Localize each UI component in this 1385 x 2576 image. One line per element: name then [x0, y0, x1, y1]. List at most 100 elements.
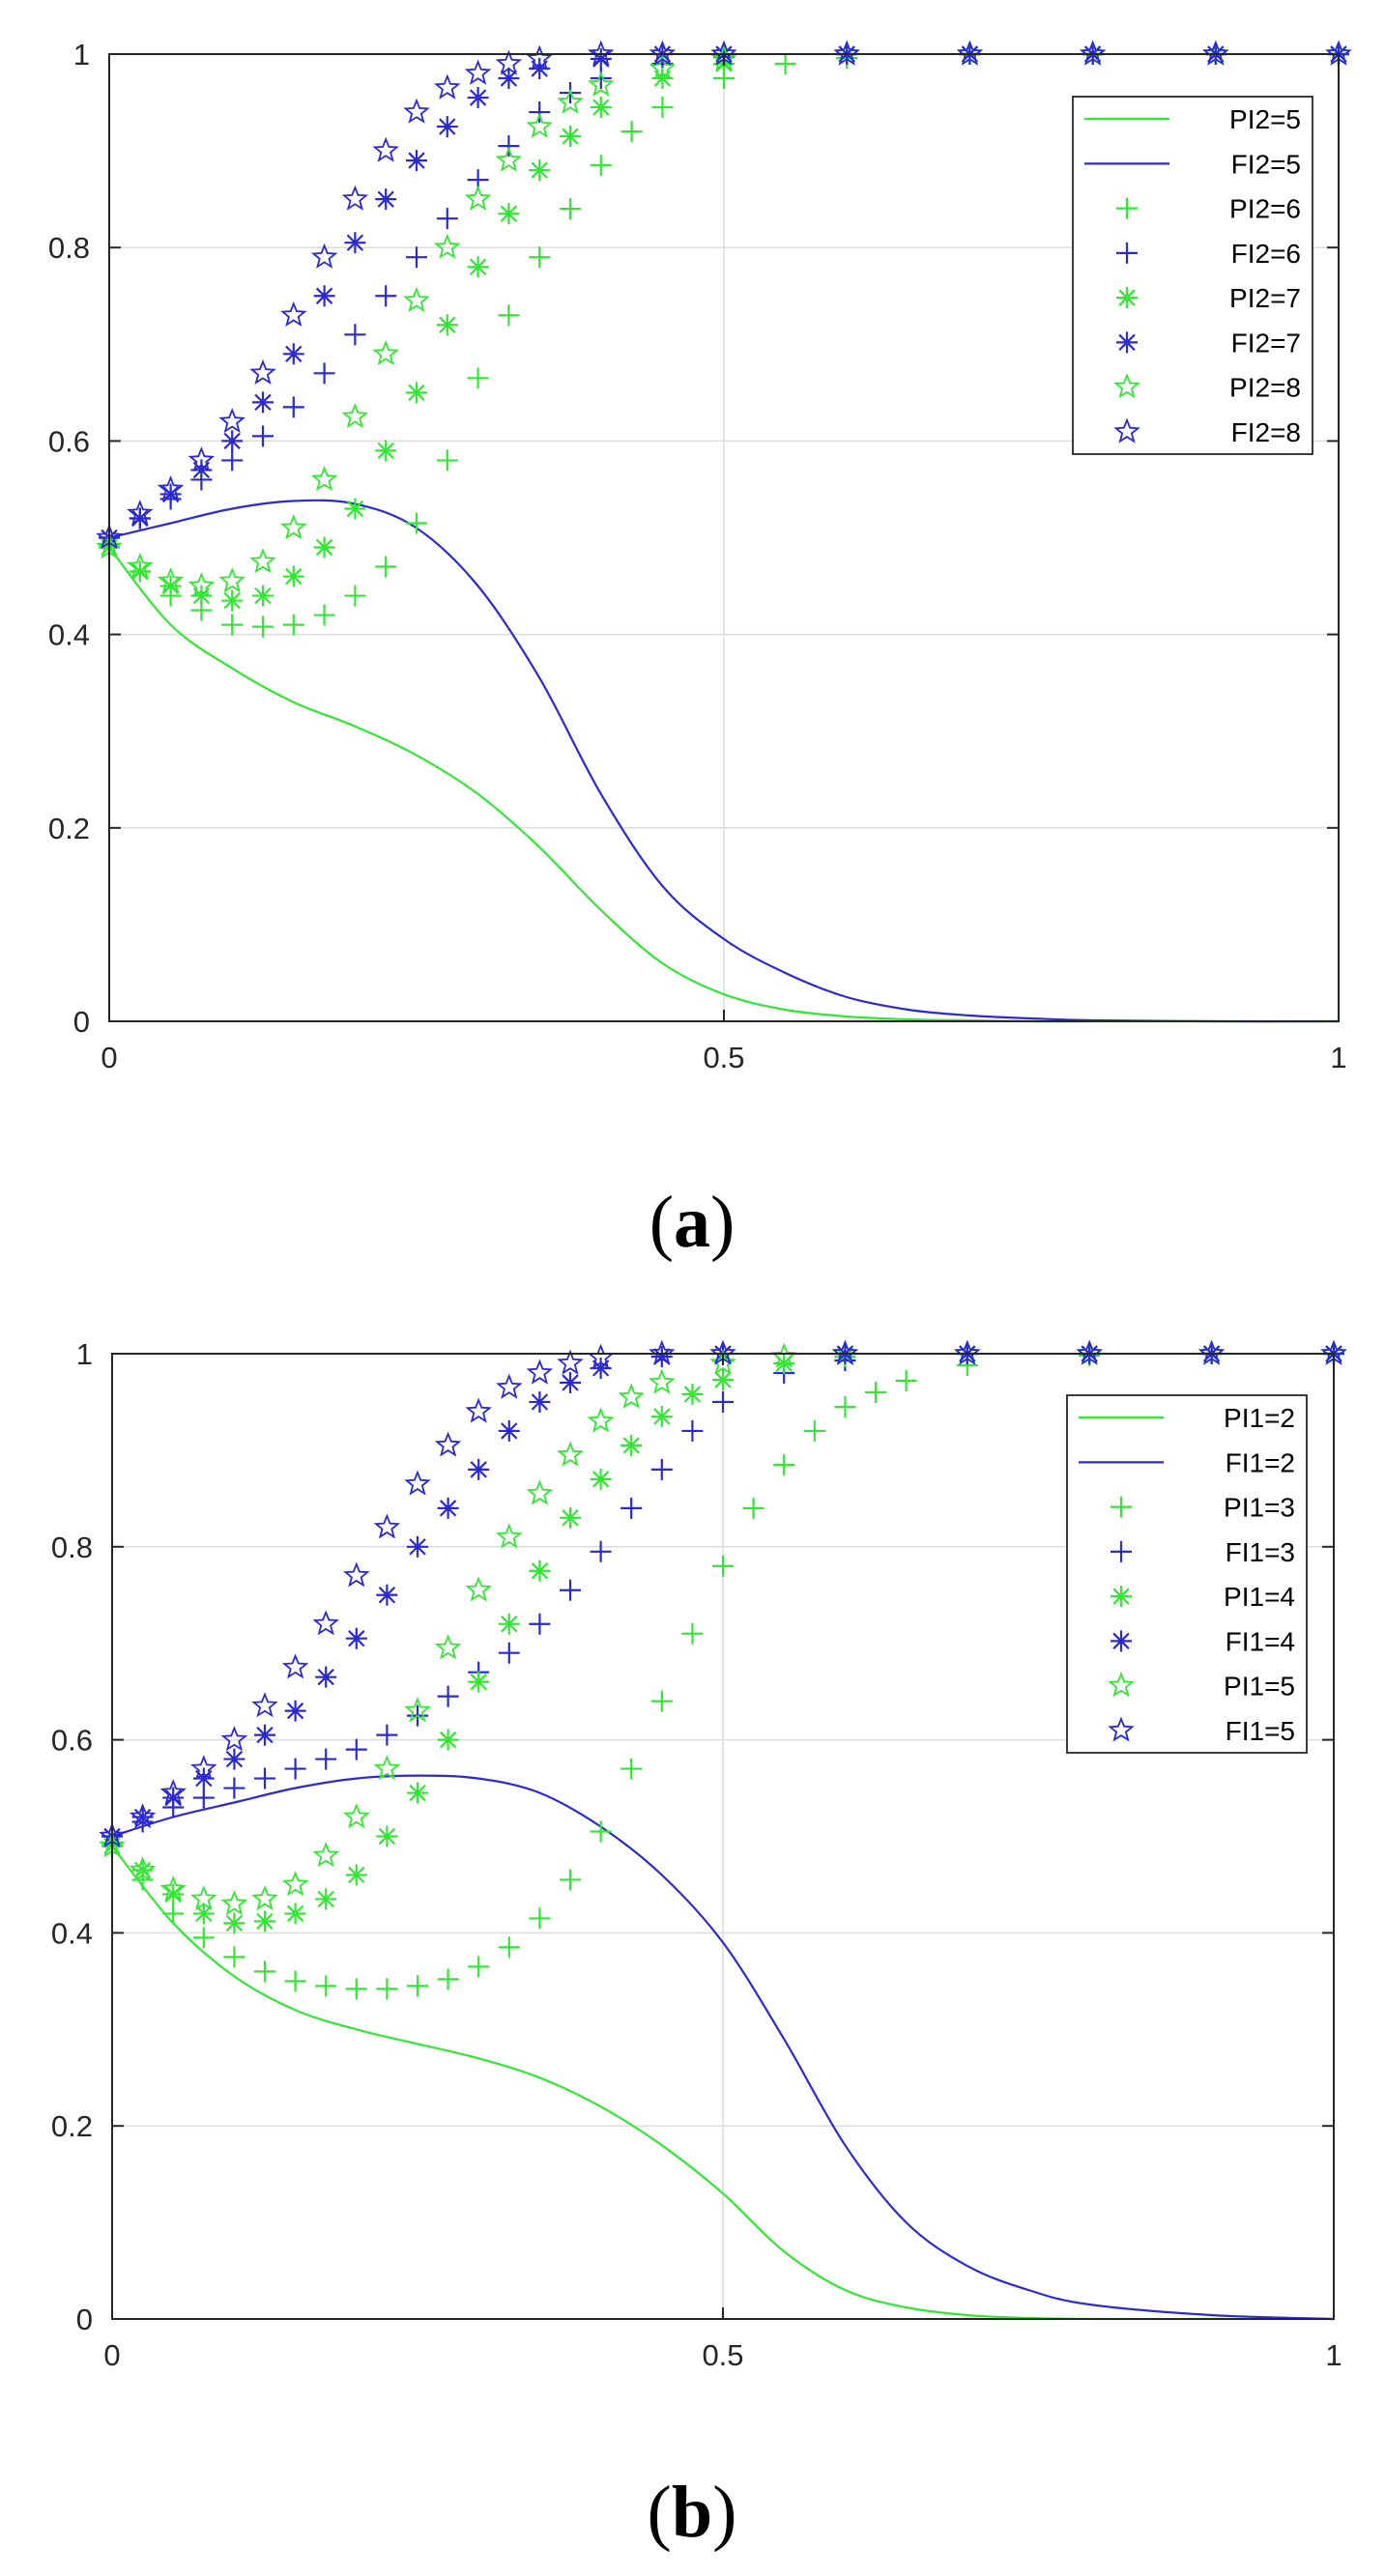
data-point [282, 396, 304, 418]
data-point [560, 1869, 581, 1891]
data-point [127, 553, 154, 579]
data-point [403, 286, 430, 313]
data-point [284, 1903, 306, 1925]
y-tick-label: 0.6 [51, 1724, 93, 1758]
data-point [498, 1642, 520, 1664]
data-point [436, 116, 458, 138]
data-point [188, 445, 216, 472]
data-point [590, 1357, 612, 1379]
data-point [157, 567, 185, 593]
data-point [649, 1339, 676, 1365]
data-point [498, 1936, 520, 1959]
legend-marker-swatch [1111, 1496, 1132, 1518]
data-point [681, 1383, 704, 1405]
data-point [650, 1690, 673, 1712]
data-point [437, 1968, 459, 1990]
data-point [498, 203, 520, 225]
data-point [498, 68, 520, 90]
data-point [529, 1390, 551, 1413]
data-point [434, 233, 461, 259]
data-point [1076, 1339, 1103, 1365]
data-point [526, 44, 553, 71]
legend-marker-swatch [1108, 1672, 1135, 1698]
legend-label: PI2=6 [1229, 194, 1301, 224]
data-point [376, 1724, 398, 1746]
data-point [249, 548, 276, 574]
x-tick-label: 0 [103, 2338, 120, 2372]
data-point [831, 1339, 859, 1365]
data-point [467, 367, 489, 389]
data-point [865, 1381, 886, 1403]
data-point [223, 1777, 245, 1799]
y-tick-label: 1 [73, 38, 90, 72]
data-point [345, 1627, 367, 1649]
legend-marker-swatch [1111, 1540, 1132, 1562]
data-point [192, 1927, 215, 1949]
data-point [468, 1458, 490, 1480]
data-point [498, 304, 520, 327]
caption-letter: a [674, 1182, 710, 1263]
legend-marker-swatch [1116, 331, 1138, 354]
data-point [651, 97, 674, 119]
data-point [773, 1453, 795, 1475]
legend-box [1066, 1394, 1308, 1754]
data-point [221, 449, 244, 472]
data-point [310, 465, 338, 492]
data-point [406, 382, 427, 404]
x-tick-label: 1 [1325, 2338, 1342, 2372]
y-tick-label: 0.8 [51, 1531, 93, 1564]
data-point [407, 1975, 428, 1997]
data-point [495, 146, 523, 172]
legend-label: FI1=4 [1226, 1626, 1295, 1656]
data-point [373, 1513, 401, 1539]
legend-label: PI1=5 [1224, 1672, 1295, 1702]
legend-label: PI1=2 [1224, 1403, 1295, 1433]
data-point [526, 1479, 554, 1505]
data-point [218, 567, 245, 593]
series-fi2-8 [96, 40, 1352, 550]
data-point [774, 53, 796, 75]
data-point [315, 1748, 337, 1770]
data-point [560, 1579, 581, 1601]
data-point [284, 1758, 306, 1780]
data-point [284, 1700, 306, 1722]
data-point [313, 604, 335, 626]
data-point [590, 1820, 612, 1843]
caption-close-paren: ) [712, 2472, 736, 2553]
data-point [560, 126, 581, 148]
data-point [436, 314, 458, 336]
data-point [557, 88, 584, 114]
series-fi2-5 [108, 499, 1340, 1023]
data-point [803, 1419, 825, 1442]
data-point [954, 1339, 981, 1365]
data-point [282, 565, 304, 587]
data-point [373, 1755, 401, 1781]
data-point [188, 572, 216, 598]
legend-marker-swatch [1116, 197, 1138, 219]
data-point [281, 1871, 309, 1897]
data-point [252, 425, 274, 447]
data-point [529, 58, 551, 80]
data-point [313, 536, 335, 558]
data-point [190, 1755, 217, 1781]
y-tick-label: 0.6 [48, 424, 90, 458]
data-point [649, 54, 677, 80]
data-point [468, 1956, 490, 1978]
data-point [403, 98, 430, 124]
data-point [372, 339, 399, 366]
data-point [712, 1368, 734, 1390]
data-point [315, 1888, 337, 1910]
y-tick-label: 0.2 [48, 812, 90, 845]
data-point [650, 1458, 673, 1480]
data-point [341, 402, 369, 429]
legend-marker-swatch [1111, 1586, 1132, 1608]
data-point [467, 256, 489, 278]
y-tick-label: 1 [76, 1337, 93, 1371]
y-tick-label: 0 [73, 1005, 90, 1039]
legend-label: FI2=8 [1231, 417, 1301, 447]
legend-marker-swatch [1108, 1716, 1135, 1742]
data-point [252, 391, 274, 414]
legend-label: PI1=4 [1224, 1582, 1295, 1612]
x-tick-label: 0.5 [702, 2338, 743, 2372]
data-point [254, 1724, 275, 1746]
